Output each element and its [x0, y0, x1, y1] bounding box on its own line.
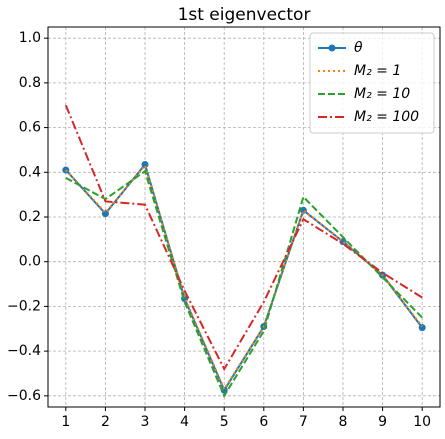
x-tick-label: 1	[61, 414, 70, 430]
y-tick-label: 0.6	[19, 120, 41, 136]
y-tick-label: 0.2	[19, 209, 41, 225]
y-tick-label: 0.4	[19, 164, 41, 180]
x-tick-label: 8	[339, 414, 348, 430]
x-tick-label: 3	[141, 414, 150, 430]
legend-label: M₂ = 100	[354, 109, 419, 125]
data-point	[418, 324, 426, 332]
x-tick-label: 10	[413, 414, 431, 430]
x-tick-label: 6	[259, 414, 268, 430]
data-point	[141, 160, 149, 168]
legend-label: M₂ = 1	[354, 63, 401, 79]
legend-label: M₂ = 10	[354, 86, 410, 102]
x-tick-label: 2	[101, 414, 110, 430]
legend-label: θ	[354, 40, 363, 56]
y-tick-label: −0.2	[7, 298, 41, 314]
series-line	[65, 169, 423, 399]
x-tick-label: 7	[299, 414, 308, 430]
x-tick-label: 5	[220, 414, 229, 430]
y-tick-label: −0.6	[7, 388, 41, 404]
y-tick-label: 0.0	[19, 254, 41, 270]
y-tick-label: −0.4	[7, 343, 41, 359]
y-tick-label: 0.8	[19, 75, 41, 91]
legend-frame	[309, 32, 435, 134]
series-line	[64, 104, 423, 372]
legend-marker	[328, 44, 336, 52]
x-tick-label: 4	[180, 414, 189, 430]
legend: θ M₂ = 1 M₂ = 10 M₂ = 100	[309, 32, 435, 134]
plot-frame	[47, 26, 441, 408]
y-tick-label: 1.0	[19, 30, 41, 46]
x-tick-label: 9	[378, 414, 387, 430]
chart-title: 1st eigenvector	[178, 5, 311, 25]
series-line	[65, 163, 423, 392]
